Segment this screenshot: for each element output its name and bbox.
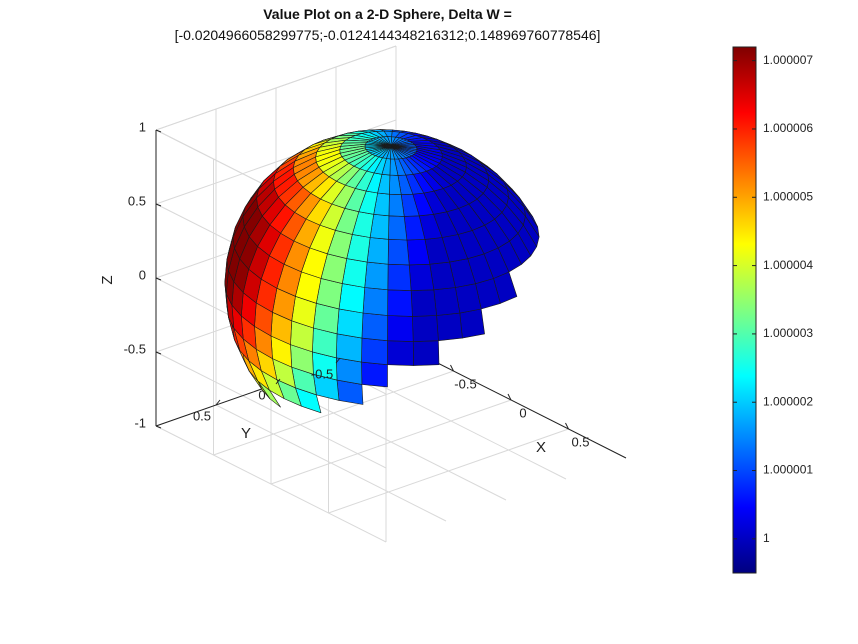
- sphere-patch: [387, 239, 410, 266]
- x-axis-label: X: [536, 439, 546, 456]
- colorbar: 1 1.000001 1.000002 1.000003 1.000004 1.00000…: [732, 46, 813, 574]
- colorbar-tick-label: 1.000007: [763, 53, 813, 67]
- y-tick: [215, 399, 221, 406]
- colorbar-tick-label: 1.000001: [763, 463, 813, 477]
- colorbar-tick-label: 1.000006: [763, 121, 813, 135]
- sphere-patch: [361, 337, 388, 366]
- x-tick: [450, 364, 454, 372]
- sphere-patch: [388, 193, 405, 217]
- chart-subtitle: [-0.0204966058299775;-0.0124144348216312…: [174, 27, 601, 43]
- sphere-patch: [412, 315, 439, 342]
- colorbar-tick-label: 1.000004: [763, 258, 813, 272]
- z-tick: [155, 129, 162, 133]
- z-axis-label: Z: [99, 275, 116, 284]
- z-tick-label: 0.5: [128, 193, 146, 208]
- colorbar-tick-label: 1: [763, 531, 770, 545]
- z-tick: [155, 203, 162, 207]
- sphere-patch: [366, 237, 389, 265]
- sphere-patch: [388, 215, 408, 241]
- y-tick-label: 0.5: [193, 408, 211, 423]
- x-tick: [565, 422, 569, 430]
- sphere-patch: [387, 263, 412, 291]
- sphere-patch: [336, 308, 364, 339]
- y-axis-label: Y: [241, 425, 251, 442]
- sphere-patch: [436, 312, 463, 342]
- colorbar-tick-label: 1.000005: [763, 189, 813, 203]
- sphere-patch: [362, 287, 389, 316]
- x-tick-label: 0: [519, 405, 526, 420]
- z-tick: [155, 277, 162, 281]
- sphere-patch: [408, 263, 435, 291]
- x-tick: [507, 393, 512, 401]
- grid-line: [215, 404, 447, 522]
- box-edge: [155, 45, 397, 131]
- z-tick: [155, 351, 162, 355]
- sphere-patch: [335, 333, 363, 363]
- sphere-patch: [387, 289, 413, 317]
- z-tick-label: -1: [134, 415, 146, 430]
- sphere-patch: [338, 283, 366, 314]
- axis-ticks: -1 -0.5 0 0.5 1 -0.5 0 0.5 -0.5 0 0.5 X Y Z: [99, 119, 590, 456]
- chart-title: Value Plot on a 2-D Sphere, Delta W =: [263, 6, 512, 22]
- y-tick-label: -0.5: [311, 366, 333, 381]
- sphere-patch: [387, 340, 414, 366]
- z-tick: [155, 425, 162, 429]
- y-tick: [275, 378, 281, 385]
- sphere-patch: [387, 315, 414, 342]
- colorbar-tick-label: 1.000003: [763, 326, 813, 340]
- sphere-surface: [224, 129, 540, 414]
- sphere-patch: [364, 261, 389, 291]
- sphere-patch: [292, 156, 317, 175]
- sphere-patch: [459, 308, 485, 339]
- sphere-patch: [412, 340, 440, 366]
- y-tick-label: 0: [258, 387, 265, 402]
- sphere-patch: [361, 312, 388, 342]
- y-tick: [335, 357, 341, 364]
- sphere-patch: [410, 289, 437, 317]
- sphere-patch: [361, 361, 388, 388]
- x-tick-label: -0.5: [454, 376, 476, 391]
- x-tick-label: 0.5: [571, 434, 589, 449]
- z-tick-label: 1: [139, 119, 146, 134]
- colorbar-tick-label: 1.000002: [763, 394, 813, 408]
- sphere-patch: [433, 287, 461, 316]
- z-tick-label: -0.5: [124, 341, 146, 356]
- z-tick-label: 0: [139, 267, 146, 282]
- colorbar-gradient: [732, 46, 757, 574]
